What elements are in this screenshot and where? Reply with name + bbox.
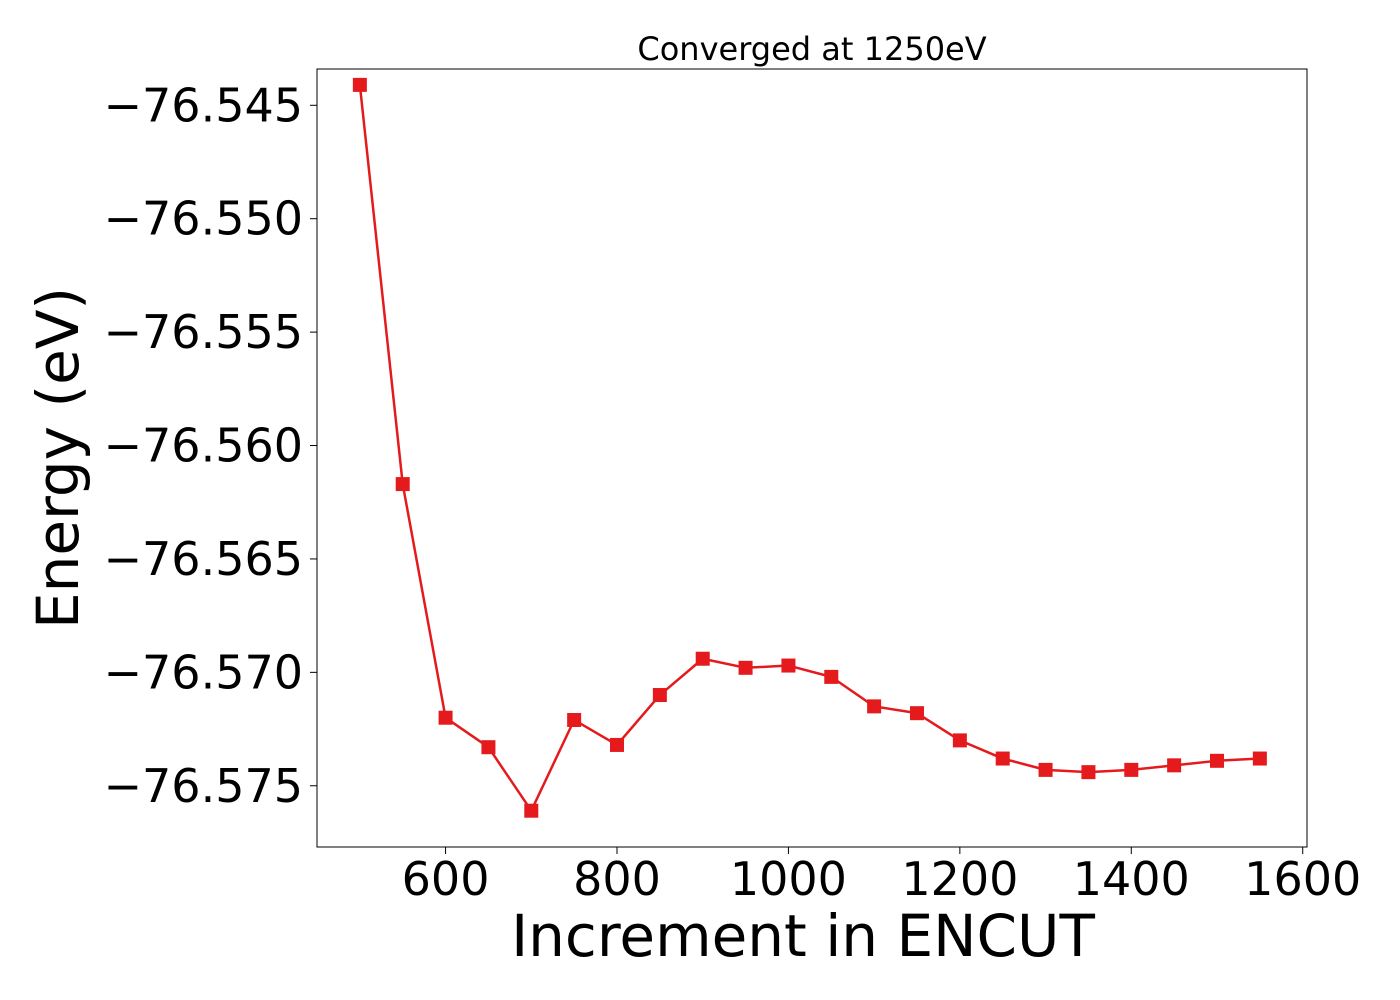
data-point-marker [1038,762,1053,777]
data-point-marker [867,699,882,714]
data-point-marker [1252,751,1267,766]
data-point-marker [781,658,796,673]
data-point-marker [352,77,367,92]
data-point-marker [610,737,624,752]
plot-frame [316,68,1308,848]
y-tick-label: −76.545 [104,78,304,132]
series-line [358,84,1260,812]
data-point-marker [995,751,1010,766]
chart-title: Converged at 1250eV [637,30,986,68]
y-tick-label: −76.560 [104,419,304,473]
y-tick-label: −76.575 [104,759,304,813]
x-tick-label: 1400 [1073,852,1190,906]
y-tick-label: −76.550 [104,192,304,246]
data-point-marker [695,651,710,666]
data-point-marker [738,660,753,675]
x-tick-label: 1200 [901,852,1018,906]
data-point-marker [1167,758,1182,773]
series-layer [352,77,1267,818]
data-point-marker [952,733,967,748]
data-point-marker [438,710,453,725]
data-point-marker [824,669,839,684]
data-point-marker [481,740,496,755]
y-tick-label: −76.570 [104,645,304,699]
x-tick-label: 600 [402,852,490,906]
x-tick-label: 800 [573,852,661,906]
y-tick-label: −76.565 [104,532,304,586]
data-point-marker [524,803,539,818]
data-point-marker [567,712,582,727]
x-axis-label: Increment in ENCUT [511,902,1095,970]
data-point-marker [910,706,924,721]
x-tick-label: 1000 [730,852,847,906]
y-axis-ticks: −76.545 −76.550 −76.555 −76.560 −76.565 −76.5… [104,78,317,813]
data-point-marker [1081,765,1096,780]
data-point-marker [1124,762,1139,777]
x-axis-ticks: 600 800 1000 1200 1400 1600 [402,847,1361,906]
y-axis-label: Energy (eV) [24,287,92,629]
data-point-marker [652,688,667,703]
y-tick-label: −76.555 [104,305,304,359]
x-tick-label: 1600 [1244,852,1361,906]
data-point-marker [395,477,410,492]
data-point-marker [1210,753,1224,768]
